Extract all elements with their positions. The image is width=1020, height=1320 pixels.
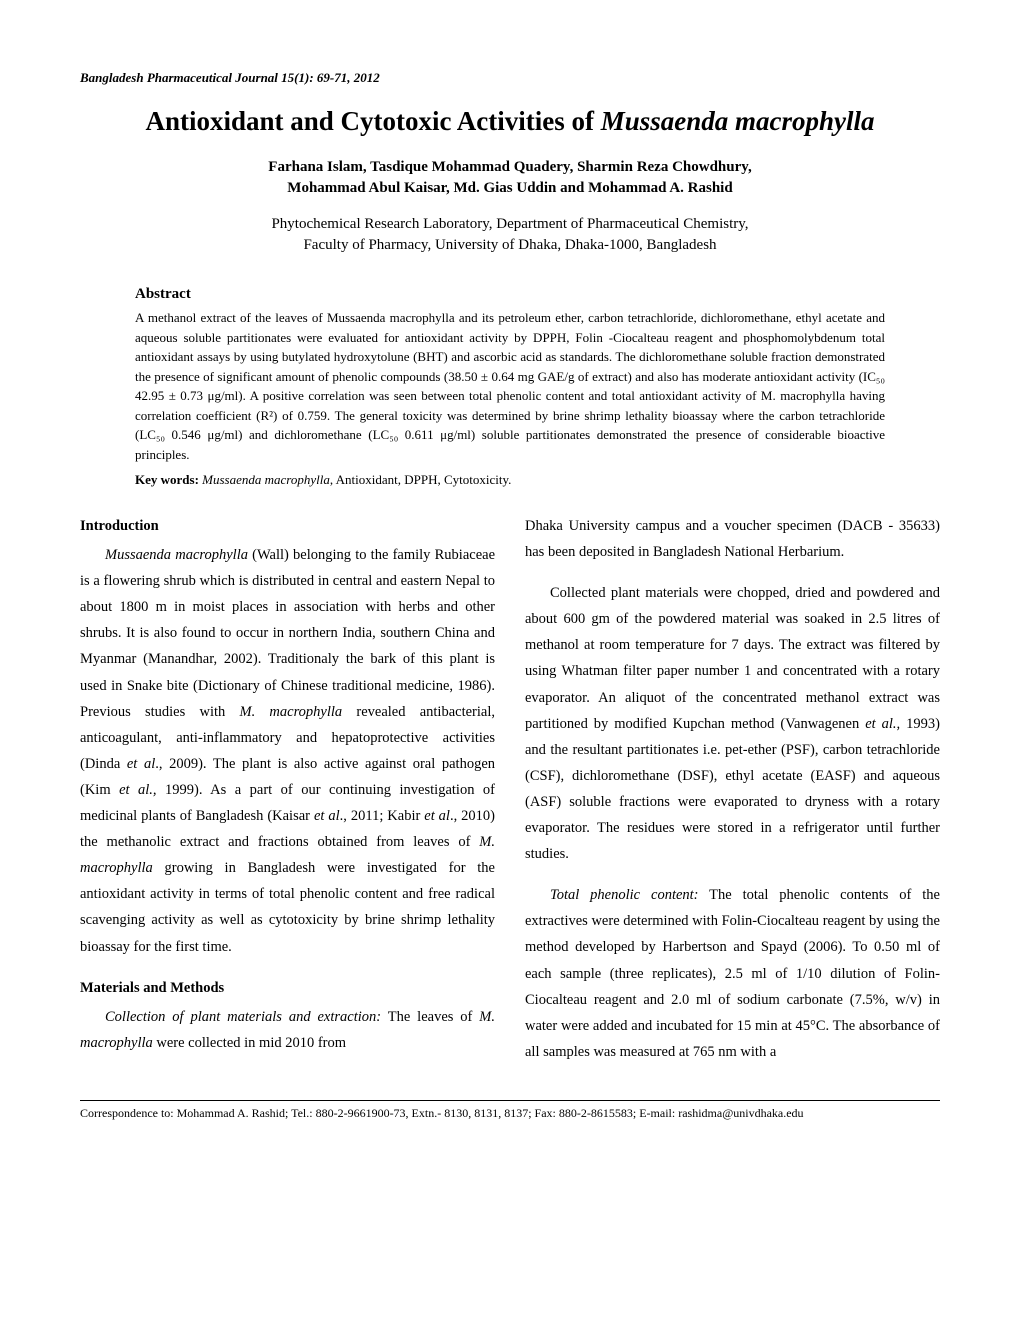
title-main: Antioxidant and Cytotoxic Activities of — [145, 106, 600, 136]
species-abbrev: M. macrophylla — [239, 704, 342, 720]
col2-text-b: 1993) and the resultant partitionates i.… — [525, 716, 940, 862]
affiliation-line1: Phytochemical Research Laboratory, Depar… — [271, 216, 748, 232]
species-name: Mussaenda macrophylla — [105, 547, 248, 563]
abstract-text: A methanol extract of the leaves of Muss… — [135, 308, 885, 464]
journal-header: Bangladesh Pharmaceutical Journal 15(1):… — [80, 70, 940, 86]
col2-paragraph-3: Total phenolic content: The total phenol… — [525, 882, 940, 1065]
title-species: Mussaenda macrophylla — [601, 106, 875, 136]
authors-line1: Farhana Islam, Tasdique Mohammad Quadery… — [268, 159, 751, 175]
mm-text-a: The leaves of — [381, 1009, 479, 1025]
article-title: Antioxidant and Cytotoxic Activities of … — [80, 106, 940, 137]
keywords-label: Key words: — [135, 472, 202, 487]
abstract-section: Abstract A methanol extract of the leave… — [135, 286, 885, 488]
col2-paragraph-1: Dhaka University campus and a voucher sp… — [525, 513, 940, 565]
methods-heading: Materials and Methods — [80, 975, 495, 1001]
subsection-collection: Collection of plant materials and extrac… — [105, 1009, 381, 1025]
intro-text-a: (Wall) belonging to the family Rubiaceae… — [80, 547, 495, 720]
abstract-heading: Abstract — [135, 286, 885, 303]
keywords-rest: , Antioxidant, DPPH, Cytotoxicity. — [330, 472, 512, 487]
affiliation: Phytochemical Research Laboratory, Depar… — [80, 214, 940, 256]
intro-text-e: ., 2011; Kabir — [340, 808, 425, 824]
etal-3: et al — [314, 808, 340, 824]
methods-paragraph-1: Collection of plant materials and extrac… — [80, 1004, 495, 1056]
etal-2: et al., — [119, 782, 156, 798]
col2-text-c: The total phenolic contents of the extra… — [525, 887, 940, 1060]
correspondence: Correspondence to: Mohammad A. Rashid; T… — [80, 1106, 940, 1121]
intro-paragraph: Mussaenda macrophylla (Wall) belonging t… — [80, 542, 495, 960]
authors-line2: Mohammad Abul Kaisar, Md. Gias Uddin and… — [287, 180, 732, 196]
body-columns: Introduction Mussaenda macrophylla (Wall… — [80, 513, 940, 1080]
intro-heading: Introduction — [80, 513, 495, 539]
col2-text-a: Collected plant materials were chopped, … — [525, 585, 940, 731]
mm-text-b: were collected in mid 2010 from — [153, 1035, 346, 1051]
col2-paragraph-2: Collected plant materials were chopped, … — [525, 580, 940, 867]
left-column: Introduction Mussaenda macrophylla (Wall… — [80, 513, 495, 1080]
etal-1: et al — [127, 756, 155, 772]
footer-divider — [80, 1100, 940, 1101]
etal-4: et al — [424, 808, 450, 824]
subsection-phenolic: Total phenolic content: — [550, 887, 699, 903]
etal-5: et al., — [865, 716, 900, 732]
right-column: Dhaka University campus and a voucher sp… — [525, 513, 940, 1080]
keywords: Key words: Mussaenda macrophylla, Antiox… — [135, 472, 885, 488]
authors: Farhana Islam, Tasdique Mohammad Quadery… — [80, 157, 940, 199]
affiliation-line2: Faculty of Pharmacy, University of Dhaka… — [303, 237, 716, 253]
keywords-species: Mussaenda macrophylla — [202, 472, 330, 487]
